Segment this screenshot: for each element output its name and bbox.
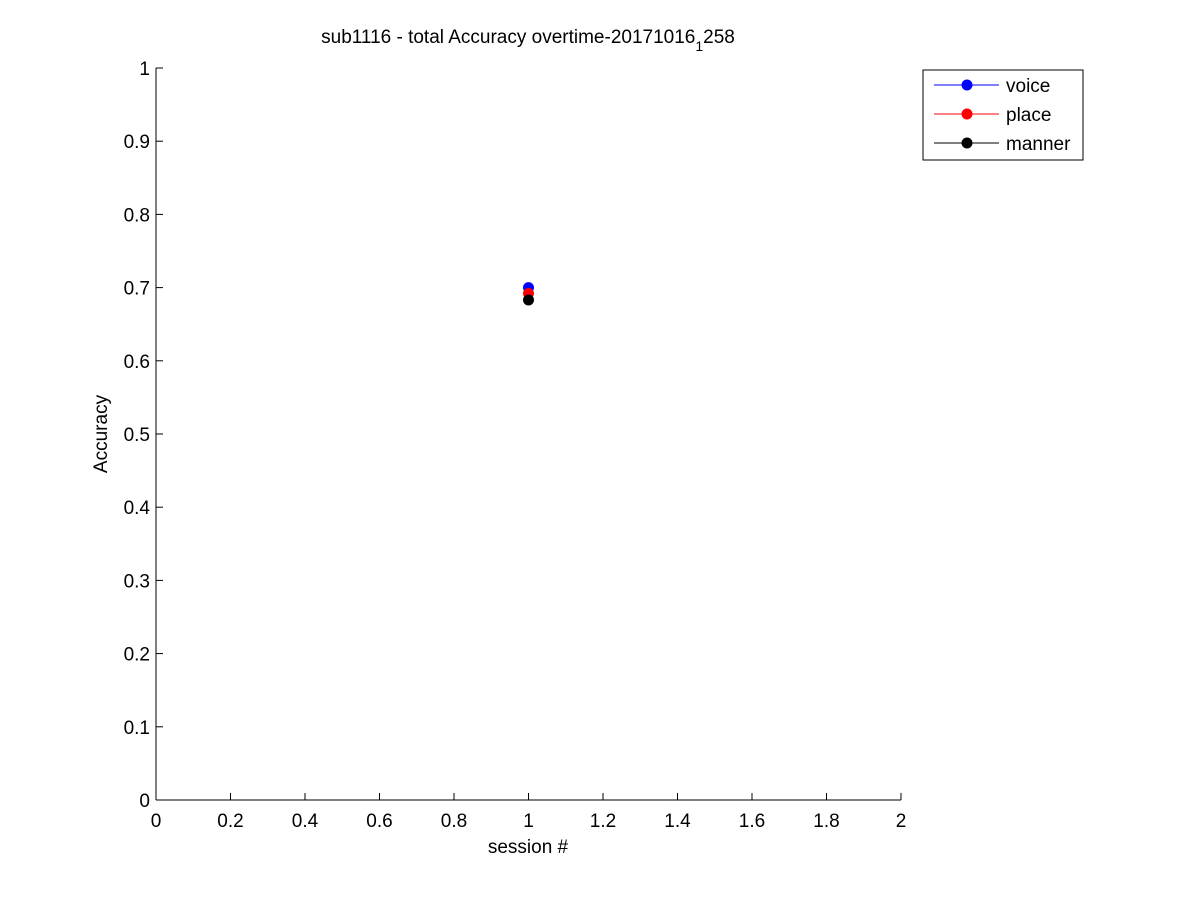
legend-entry-manner: manner [934,134,1071,155]
x-tick-label: 1.8 [813,811,839,832]
chart-title-suffix: 258 [703,27,735,48]
y-tick-label: 1 [139,59,150,80]
y-tick-label: 0.7 [124,279,150,300]
x-axis-label: session # [488,837,569,858]
legend-label-voice: voice [1006,76,1050,97]
y-tick-label: 0.9 [124,132,150,153]
x-tick-label: 1.6 [739,811,765,832]
y-tick-label: 0.5 [124,425,150,446]
legend-label-place: place [1006,105,1051,126]
y-tick-label: 0.6 [124,352,150,373]
x-tick-label: 0 [151,811,162,832]
y-tick-label: 0.3 [124,571,150,592]
x-tick-label: 2 [896,811,907,832]
x-tick-label: 1.4 [664,811,691,832]
x-tick-label: 0.4 [292,811,319,832]
y-axis-label: Accuracy [91,394,112,473]
chart-title-subscript: 1 [695,38,703,54]
x-tick-label: 1.2 [590,811,616,832]
legend-entry-place: place [934,105,1051,126]
point-manner [523,294,534,306]
legend-label-manner: manner [1006,134,1071,155]
data-points [523,282,534,306]
x-ticks: 0 0.2 0.4 0.6 0.8 1 1.2 1.4 1.6 1.8 2 [151,793,907,832]
legend-marker-place [961,108,973,120]
y-tick-label: 0 [139,791,150,812]
chart-title-main: sub1116 - total Accuracy overtime-201710… [321,27,695,48]
x-tick-label: 0.6 [366,811,392,832]
x-tick-label: 0.8 [441,811,467,832]
legend-marker-voice [961,79,973,91]
y-tick-label: 0.4 [124,498,151,519]
legend: voice place manner [922,69,1084,161]
legend-entry-voice: voice [934,76,1050,97]
x-tick-label: 1 [523,811,534,832]
y-tick-label: 0.1 [124,718,150,739]
plot-area: 0 0.2 0.4 0.6 0.8 1 1.2 1.4 1.6 1.8 2 0 0.1 0.2 0.3 0.… [124,59,907,832]
y-ticks: 0 0.1 0.2 0.3 0.4 0.5 0.6 0.7 0.8 0.9 1 [124,59,163,812]
x-tick-label: 0.2 [217,811,243,832]
chart-title: sub1116 - total Accuracy overtime-201710… [321,27,735,54]
y-tick-label: 0.8 [124,205,150,226]
legend-marker-manner [961,137,973,149]
y-tick-label: 0.2 [124,645,150,666]
